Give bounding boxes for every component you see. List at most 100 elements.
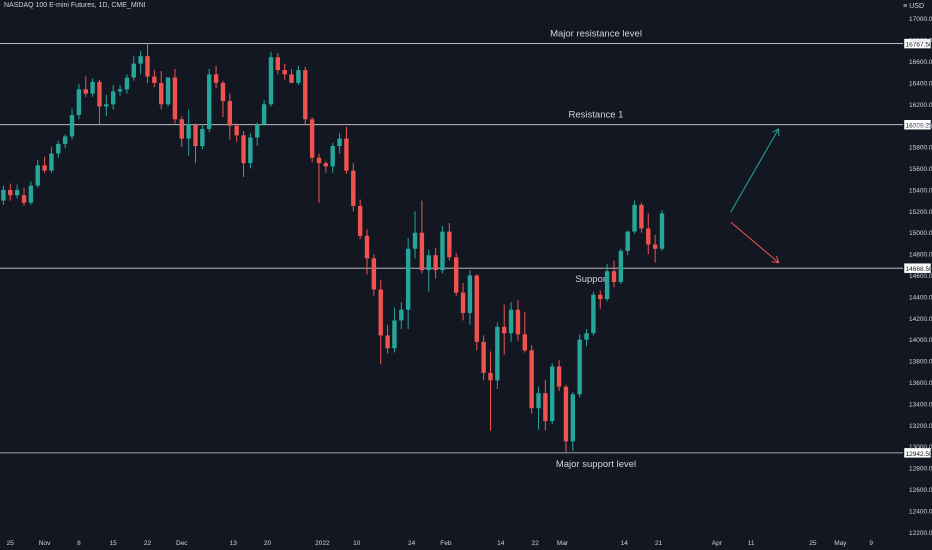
candle-body	[371, 258, 377, 290]
time-tick-label: 13	[230, 540, 238, 547]
time-tick-label: Apr	[712, 540, 723, 547]
candle-body	[481, 341, 486, 373]
time-axis[interactable]: 25 Nov 8 15 22 Dec 13 20 2022 10 24 Feb 14 22 Mar 14 21 A…	[7, 540, 874, 547]
price-tick-label: 14200.00	[909, 316, 932, 323]
price-tag: 12942.50	[906, 451, 932, 458]
candle-body	[447, 231, 452, 258]
candle-body	[591, 294, 596, 334]
candle-body	[618, 250, 624, 282]
candle-body	[625, 231, 630, 251]
time-tick-label: 25	[809, 540, 817, 547]
candle-body	[97, 81, 102, 107]
price-tick-label: 13600.00	[909, 380, 932, 387]
candle-body	[261, 104, 267, 125]
candle-body	[405, 248, 411, 310]
time-tick-label: Dec	[176, 540, 188, 547]
candle-body	[172, 77, 178, 120]
currency-label[interactable]: ≡ USD	[903, 3, 924, 10]
candle-body	[584, 333, 589, 340]
level-lines: Major resistance level Resistance 1 Suppor…	[0, 29, 903, 470]
price-tick-label: 15200.00	[909, 209, 932, 216]
candle-body	[652, 244, 658, 249]
price-tag: 16009.25	[906, 123, 932, 130]
time-tick-label: 2022	[315, 540, 330, 547]
candle-bodies	[1, 56, 665, 442]
candle-body	[515, 309, 521, 335]
price-tick-label: 13400.00	[909, 401, 932, 408]
price-tick-label: 16000.00	[909, 123, 932, 130]
candle-body	[577, 339, 582, 395]
time-tick-label: Mar	[557, 540, 569, 547]
price-tick-label: 12600.00	[909, 487, 932, 494]
candle-body	[110, 91, 116, 105]
price-tag: 16767.50	[906, 42, 932, 49]
hamburger-menu-icon[interactable]: ≡	[903, 3, 908, 10]
candle-body	[152, 76, 157, 83]
candle-body	[241, 135, 246, 164]
candle-body	[440, 231, 445, 271]
time-tick-label: 25	[7, 540, 15, 547]
candle-body	[275, 57, 281, 71]
time-tick-label: 21	[655, 540, 663, 547]
candle-body	[56, 143, 61, 154]
candle-body	[529, 350, 534, 409]
currency-text: USD	[909, 3, 924, 10]
candle-body	[522, 334, 527, 351]
candle-body	[598, 294, 603, 300]
level-label: Major resistance level	[550, 29, 642, 40]
candle-body	[8, 189, 13, 196]
candle-body	[193, 124, 198, 147]
level-label: Support 1	[575, 274, 616, 285]
candle-body	[35, 165, 40, 186]
candle-body	[268, 57, 274, 105]
candle-body	[330, 146, 335, 167]
candle-body	[255, 124, 260, 138]
arrow-down-icon	[771, 255, 780, 264]
candle-body	[42, 165, 47, 171]
projection-arrow-line	[730, 221, 779, 264]
projection-arrow-line	[730, 128, 780, 213]
candle-body	[90, 81, 95, 94]
candle-body	[453, 257, 459, 293]
candle-body	[378, 289, 383, 336]
candle-body	[220, 82, 226, 102]
candle-body	[659, 213, 665, 249]
candle-body	[550, 366, 555, 422]
time-tick-label: 20	[264, 540, 272, 547]
price-tag-box	[903, 38, 932, 49]
price-tick-label: 14000.00	[909, 337, 932, 344]
price-tick-label: 14600.00	[909, 273, 932, 280]
price-axis[interactable]: 16767.50 16009.25 14668.50 12942.50 17000.00…	[903, 16, 932, 537]
price-tick-label: 15600.00	[909, 166, 932, 173]
candle-body	[392, 320, 397, 349]
candle-body	[76, 89, 82, 115]
price-tick-label: 13200.00	[909, 423, 932, 430]
time-tick-label: 22	[144, 540, 152, 547]
time-tick-label: 22	[531, 540, 539, 547]
candle-body	[467, 275, 473, 313]
candle-body	[433, 255, 438, 271]
candle-body	[385, 335, 390, 349]
candle-body	[131, 63, 136, 78]
time-tick-label: May	[834, 540, 847, 547]
price-tick-label: 12200.00	[909, 530, 932, 537]
price-tick-label: 16600.00	[909, 59, 932, 66]
candle-body	[165, 77, 171, 105]
candle-body	[138, 56, 143, 64]
candle-body	[117, 89, 123, 92]
candle-body	[426, 255, 431, 271]
candle-body	[282, 70, 287, 75]
time-tick-label: 8	[77, 540, 81, 547]
price-tag-box	[903, 119, 932, 130]
candle-body	[200, 128, 205, 147]
candle-body	[412, 232, 418, 249]
candle-body	[303, 70, 308, 120]
time-tick-label: Feb	[440, 540, 452, 547]
candle-body	[357, 205, 363, 236]
price-tick-label: 12800.00	[909, 466, 932, 473]
candle-body	[289, 74, 294, 83]
price-tag: 14668.50	[906, 266, 932, 273]
candle-body	[536, 393, 541, 409]
candle-body	[543, 393, 548, 422]
